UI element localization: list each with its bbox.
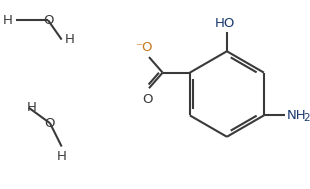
Text: O: O [45,117,55,130]
Text: 2: 2 [303,113,309,123]
Text: NH: NH [286,109,306,122]
Text: O: O [43,14,53,27]
Text: H: H [57,150,67,163]
Text: H: H [27,101,37,114]
Text: HO: HO [215,17,235,30]
Text: O: O [142,93,152,106]
Text: H: H [3,14,13,27]
Text: H: H [64,33,74,46]
Text: ⁻O: ⁻O [135,41,153,54]
